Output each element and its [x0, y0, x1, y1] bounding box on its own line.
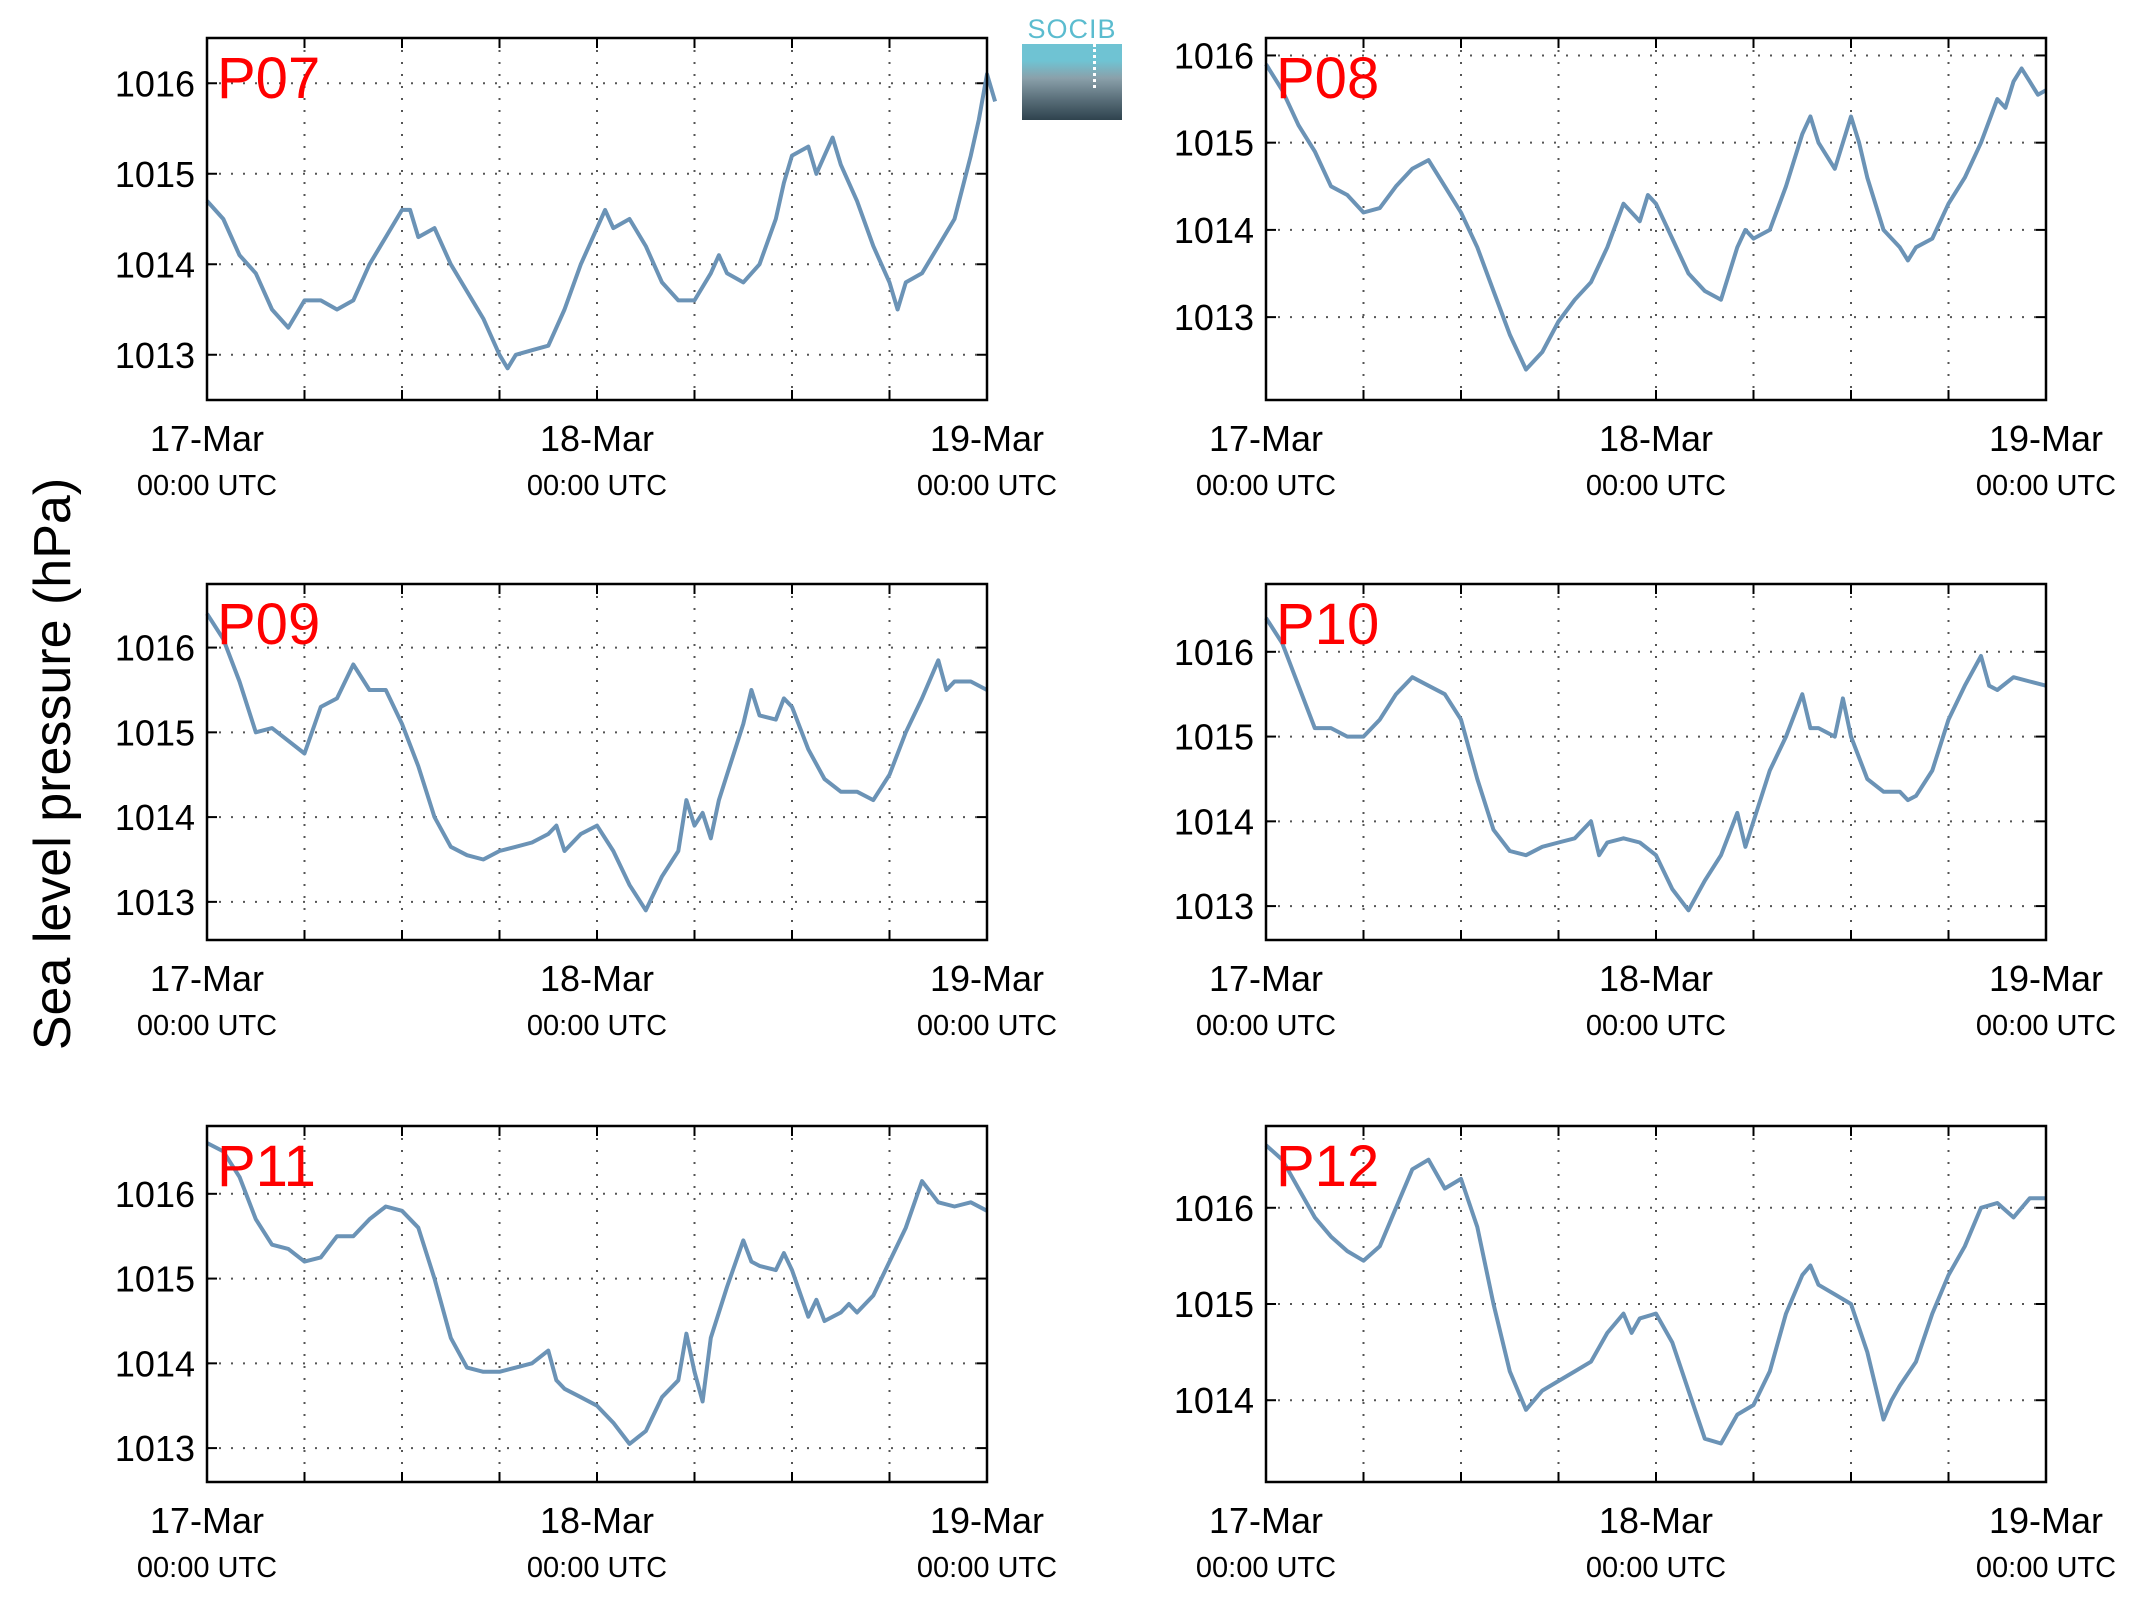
y-tick-label: 1016	[1174, 35, 1254, 76]
plot-frame	[1264, 582, 2048, 942]
panel-p11: 1013 1014 1015 1016 P11 17-Mar 00:00 UTC 18-Mar…	[115, 1124, 1057, 1584]
panel-label: P07	[217, 46, 320, 111]
y-tick-label: 1014	[1174, 801, 1254, 842]
series-line	[206, 1141, 988, 1446]
x-tick-label-time: 00:00 UTC	[917, 1010, 1057, 1042]
y-tick-label: 1014	[115, 244, 195, 285]
panel-label: P08	[1276, 46, 1379, 111]
panels: 1013 1014 1015 1016 P07 17-Mar 00:00 UTC 18-Mar…	[115, 35, 2116, 1584]
x-tick-label-day: 17-Mar	[1209, 418, 1323, 459]
x-tick-label-time: 00:00 UTC	[137, 1552, 277, 1584]
x-tick-label-time: 00:00 UTC	[917, 470, 1057, 502]
x-tick-label-time: 00:00 UTC	[1976, 1010, 2116, 1042]
logo-text: SOCIB	[1027, 14, 1117, 44]
series-line	[1264, 616, 2047, 913]
x-tick-label-day: 18-Mar	[1599, 418, 1713, 459]
socib-logo: SOCIB	[1022, 14, 1122, 122]
panel-label: P12	[1276, 1134, 1379, 1199]
x-tick-label-day: 19-Mar	[1989, 1500, 2103, 1541]
plot-frame	[1264, 36, 2048, 402]
logo-dots	[1093, 44, 1096, 88]
y-axis-label: Sea level pressure (hPa)	[24, 478, 82, 1050]
x-tick-label-day: 19-Mar	[1989, 418, 2103, 459]
x-tick-label-day: 18-Mar	[540, 1500, 654, 1541]
y-tick-label: 1015	[1174, 717, 1254, 758]
x-tick-label-day: 19-Mar	[930, 1500, 1044, 1541]
x-tick-label-day: 18-Mar	[1599, 958, 1713, 999]
panel-p08: 1013 1014 1015 1016 P08 17-Mar 00:00 UTC 18-Mar…	[1174, 35, 2116, 502]
x-tick-label-day: 18-Mar	[540, 958, 654, 999]
plot-frame	[205, 36, 989, 402]
y-tick-label: 1013	[115, 882, 195, 923]
x-tick-label-time: 00:00 UTC	[1196, 1010, 1336, 1042]
x-tick-label-time: 00:00 UTC	[137, 470, 277, 502]
y-tick-label: 1015	[115, 1259, 195, 1300]
x-tick-label-time: 00:00 UTC	[527, 1552, 667, 1584]
x-tick-label-day: 19-Mar	[930, 958, 1044, 999]
x-tick-label-time: 00:00 UTC	[1586, 1010, 1726, 1042]
x-tick-label-day: 18-Mar	[1599, 1500, 1713, 1541]
plot-frame	[205, 582, 989, 942]
panel-label: P09	[217, 592, 320, 657]
x-tick-label-time: 00:00 UTC	[527, 1010, 667, 1042]
y-tick-label: 1016	[1174, 1188, 1254, 1229]
series-line	[205, 612, 988, 913]
x-tick-label-time: 00:00 UTC	[1196, 1552, 1336, 1584]
y-tick-label: 1016	[115, 628, 195, 669]
x-tick-label-day: 19-Mar	[930, 418, 1044, 459]
x-tick-label-time: 00:00 UTC	[1196, 470, 1336, 502]
y-tick-label: 1013	[1174, 297, 1254, 338]
y-tick-label: 1014	[115, 1343, 195, 1384]
y-tick-label: 1015	[115, 712, 195, 753]
panel-p10: 1013 1014 1015 1016 P10 17-Mar 00:00 UTC 18-Mar…	[1174, 582, 2116, 1042]
x-tick-label-day: 18-Mar	[540, 418, 654, 459]
y-tick-label: 1015	[1174, 1284, 1254, 1325]
y-tick-label: 1016	[115, 1174, 195, 1215]
plot-frame	[1264, 1124, 2048, 1484]
x-tick-label-time: 00:00 UTC	[527, 470, 667, 502]
panel-label: P11	[217, 1134, 316, 1199]
y-tick-label: 1014	[1174, 210, 1254, 251]
x-tick-label-time: 00:00 UTC	[137, 1010, 277, 1042]
x-tick-label-day: 17-Mar	[150, 1500, 264, 1541]
y-tick-label: 1013	[1174, 886, 1254, 927]
y-tick-label: 1013	[115, 1428, 195, 1469]
panel-label: P10	[1276, 592, 1379, 657]
panel-p07: 1013 1014 1015 1016 P07 17-Mar 00:00 UTC 18-Mar…	[115, 36, 1057, 502]
logo-graphic	[1022, 44, 1122, 120]
x-tick-label-day: 19-Mar	[1989, 958, 2103, 999]
y-tick-label: 1014	[1174, 1380, 1254, 1421]
y-tick-label: 1013	[115, 335, 195, 376]
plot-frame	[205, 1124, 989, 1484]
x-tick-label-time: 00:00 UTC	[1976, 470, 2116, 502]
series-line	[1264, 63, 2047, 372]
x-tick-label-time: 00:00 UTC	[1976, 1552, 2116, 1584]
y-tick-label: 1014	[115, 797, 195, 838]
y-tick-label: 1015	[115, 154, 195, 195]
panel-p12: 1014 1015 1016 P12 17-Mar 00:00 UTC 18-Mar 00:0…	[1174, 1124, 2116, 1584]
series-line	[1264, 1143, 2046, 1446]
y-tick-label: 1016	[1174, 632, 1254, 673]
x-tick-label-day: 17-Mar	[150, 958, 264, 999]
x-tick-label-time: 00:00 UTC	[1586, 470, 1726, 502]
series-line	[205, 72, 998, 371]
x-tick-label-day: 17-Mar	[150, 418, 264, 459]
panel-p09: 1013 1014 1015 1016 P09 17-Mar 00:00 UTC 18-Mar…	[115, 582, 1057, 1042]
x-tick-label-time: 00:00 UTC	[917, 1552, 1057, 1584]
y-tick-label: 1015	[1174, 123, 1254, 164]
x-tick-label-day: 17-Mar	[1209, 958, 1323, 999]
x-tick-label-time: 00:00 UTC	[1586, 1552, 1726, 1584]
y-tick-label: 1016	[115, 63, 195, 104]
x-tick-label-day: 17-Mar	[1209, 1500, 1323, 1541]
